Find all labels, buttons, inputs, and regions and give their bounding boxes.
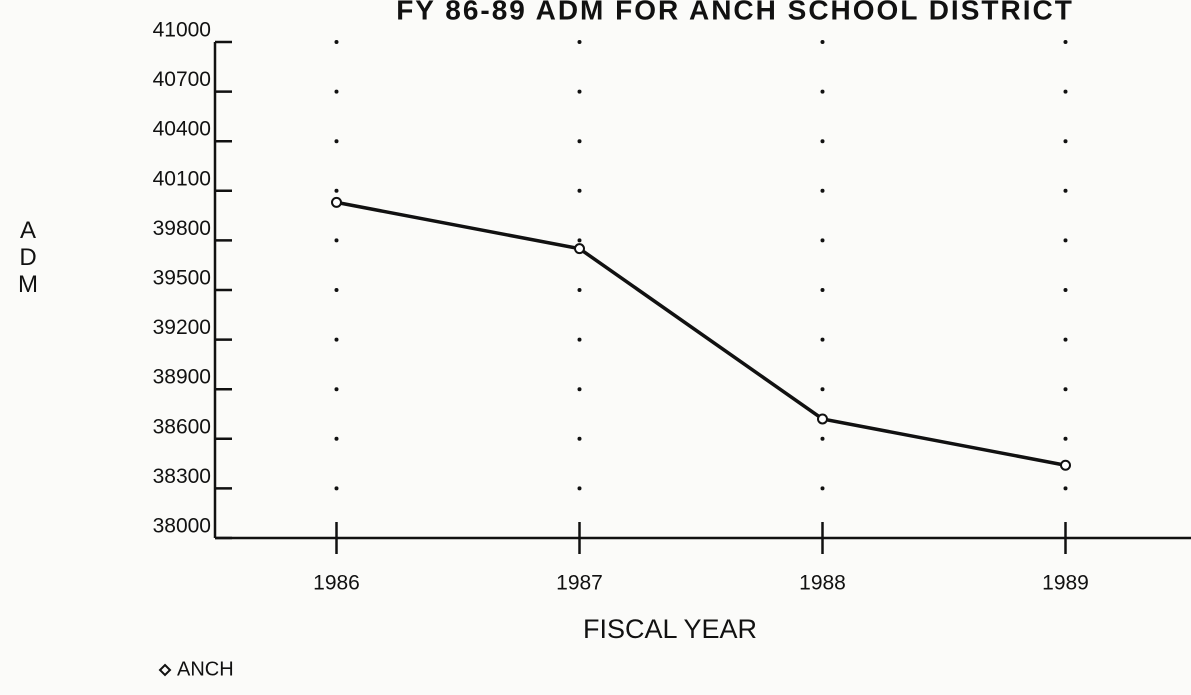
x-tick-label: 1989 — [1042, 572, 1089, 595]
grid-dot — [820, 40, 825, 44]
grid-dot — [577, 387, 582, 392]
grid-dot — [334, 486, 339, 491]
grid-dot — [1063, 238, 1068, 243]
data-point — [331, 196, 342, 208]
x-tick-label: 1986 — [313, 572, 360, 595]
grid-dot — [1063, 337, 1068, 342]
grid-dot — [1063, 387, 1068, 392]
grid-dot — [334, 188, 339, 193]
grid-dot — [334, 89, 339, 94]
series-line — [336, 200, 1066, 467]
y-tick-label: 39500 — [153, 267, 211, 290]
legend-label: ANCH — [177, 658, 234, 680]
grid-dot — [577, 40, 582, 44]
grid-dot — [1063, 436, 1068, 441]
grid-dot — [577, 238, 582, 243]
data-point — [817, 413, 828, 425]
grid-dot — [820, 89, 825, 94]
grid-dot — [577, 188, 582, 193]
grid-dot — [577, 486, 582, 491]
grid-dot — [334, 288, 339, 292]
grid-dot — [334, 238, 339, 243]
grid-dot — [820, 436, 825, 441]
grid-dot — [577, 89, 582, 94]
grid-dot — [1063, 89, 1068, 94]
legend-marker — [158, 663, 172, 677]
grid-dot — [334, 40, 339, 44]
data-point — [1060, 459, 1071, 471]
grid-dot — [1063, 288, 1068, 292]
y-tick-label: 40400 — [153, 118, 211, 141]
x-axis-label: FISCAL YEAR — [583, 614, 757, 644]
grid-dot — [820, 139, 825, 144]
grid-dot — [334, 337, 339, 342]
y-tick-label: 38300 — [153, 465, 211, 488]
grid-dot — [577, 139, 582, 144]
grid-dot — [820, 238, 825, 243]
y-tick-label: 39800 — [153, 217, 211, 240]
grid-dot — [1063, 40, 1068, 44]
grid-dot — [577, 337, 582, 342]
grid-dot — [820, 387, 825, 392]
grid-dot — [334, 139, 339, 144]
grid-dot — [577, 288, 582, 292]
y-tick-label: 40100 — [153, 167, 211, 190]
y-tick-label: 39200 — [153, 316, 211, 339]
y-tick-label: 40700 — [153, 68, 211, 91]
grid-dot — [577, 436, 582, 441]
x-tick-label: 1988 — [799, 572, 846, 595]
grid-dot — [820, 188, 825, 193]
y-tick-label: 41000 — [153, 19, 211, 42]
y-tick-label: 38000 — [153, 515, 211, 538]
y-tick-label: 38600 — [153, 415, 211, 438]
grid-dot — [1063, 486, 1068, 491]
data-point — [574, 243, 585, 255]
grid-dot — [1063, 139, 1068, 144]
grid-dot — [1063, 188, 1068, 193]
grid-dot — [334, 436, 339, 441]
y-tick-label: 38900 — [153, 366, 211, 389]
chart-title: FY 86-89 ADM FOR ANCH SCHOOL DISTRICT — [396, 0, 1074, 25]
grid-dot — [820, 486, 825, 491]
grid-dot — [820, 337, 825, 342]
grid-dot — [334, 387, 339, 392]
grid-dot — [820, 288, 825, 292]
x-tick-label: 1987 — [556, 572, 603, 595]
